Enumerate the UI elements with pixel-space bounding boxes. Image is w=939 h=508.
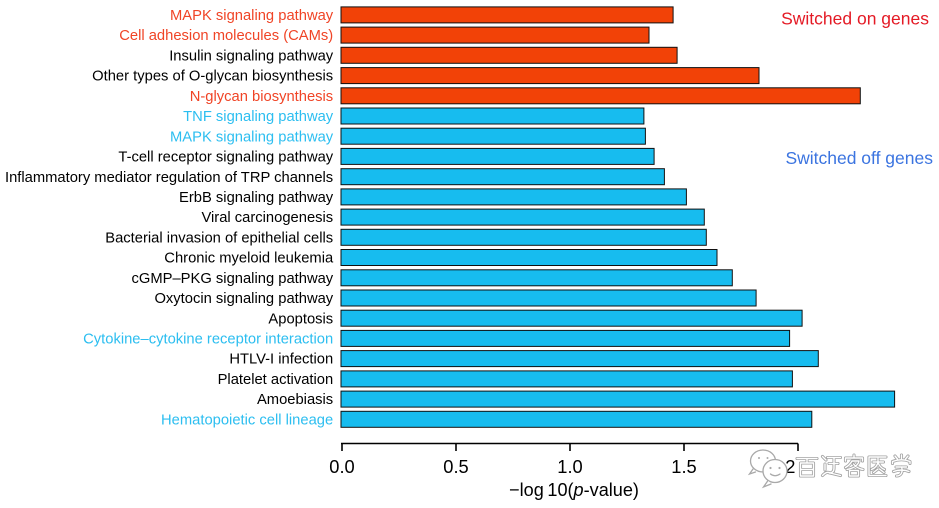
svg-text:N-glycan biosynthesis: N-glycan biosynthesis	[190, 89, 333, 105]
svg-text:Viral carcinogenesis: Viral carcinogenesis	[201, 210, 333, 226]
svg-text:Switched off genes: Switched off genes	[785, 148, 933, 168]
svg-text:Chronic myeloid leukemia: Chronic myeloid leukemia	[164, 251, 334, 267]
svg-text:Cytokine–cytokine receptor int: Cytokine–cytokine receptor interaction	[83, 332, 333, 348]
svg-text:ErbB signaling pathway: ErbB signaling pathway	[179, 190, 334, 206]
svg-text:0.5: 0.5	[443, 456, 468, 477]
svg-text:−log 10(p-value): −log 10(p-value)	[509, 480, 639, 500]
svg-text:Hematopoietic cell lineage: Hematopoietic cell lineage	[161, 412, 333, 428]
svg-text:cGMP–PKG signaling pathway: cGMP–PKG signaling pathway	[132, 271, 334, 287]
svg-text:Other types of O-glycan biosyn: Other types of O-glycan biosynthesis	[92, 69, 333, 85]
svg-text:MAPK signaling pathway: MAPK signaling pathway	[170, 8, 334, 24]
svg-text:Cell adhesion molecules (CAMs): Cell adhesion molecules (CAMs)	[119, 28, 333, 44]
svg-text:Inflammatory mediator regulati: Inflammatory mediator regulation of TRP …	[5, 170, 333, 186]
svg-text:MAPK signaling pathway: MAPK signaling pathway	[170, 129, 334, 145]
svg-text:TNF signaling pathway: TNF signaling pathway	[183, 109, 334, 125]
svg-text:Apoptosis: Apoptosis	[268, 311, 333, 327]
svg-text:Platelet activation: Platelet activation	[218, 372, 334, 388]
svg-text:Insulin signaling pathway: Insulin signaling pathway	[169, 48, 334, 64]
svg-text:Switched on genes: Switched on genes	[781, 9, 929, 29]
svg-text:HTLV-I infection: HTLV-I infection	[229, 352, 333, 368]
svg-text:1.0: 1.0	[557, 456, 582, 477]
svg-text:Amoebiasis: Amoebiasis	[257, 392, 333, 408]
svg-text:Oxytocin signaling pathway: Oxytocin signaling pathway	[154, 291, 333, 307]
svg-text:T-cell receptor signaling path: T-cell receptor signaling pathway	[118, 150, 333, 166]
svg-text:Bacterial invasion of epitheli: Bacterial invasion of epithelial cells	[105, 230, 333, 246]
svg-text:1.5: 1.5	[671, 456, 696, 477]
svg-text:0.0: 0.0	[329, 456, 354, 477]
